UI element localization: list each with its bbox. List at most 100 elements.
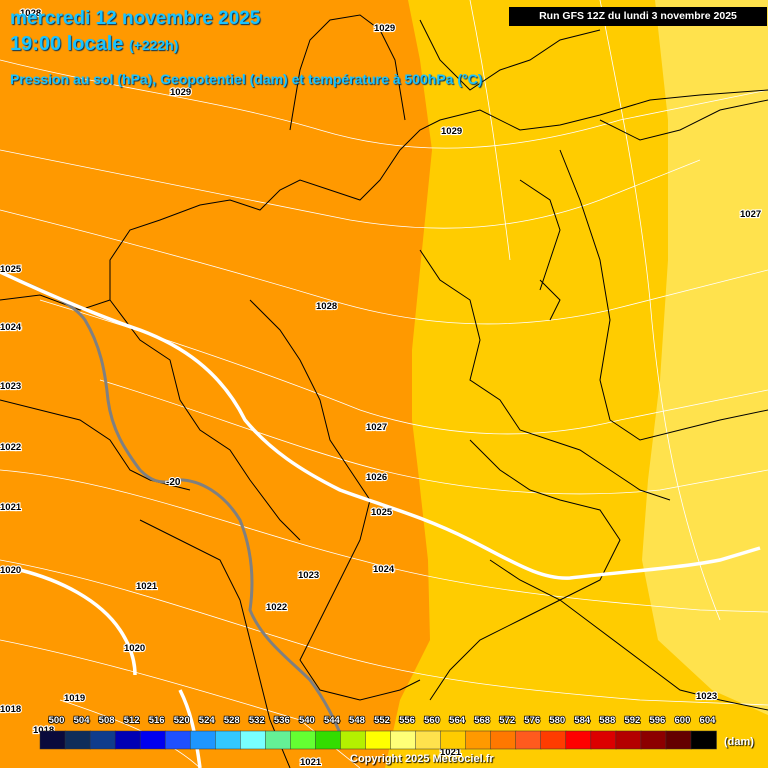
pressure-labels: 1028 1029 1029 1029 1027 1025 1024 1023 1022 1021… bbox=[0, 7, 762, 768]
legend-swatch bbox=[164, 730, 191, 750]
coastline bbox=[289, 14, 406, 131]
border bbox=[489, 559, 768, 711]
legend-swatch bbox=[590, 730, 617, 750]
map-parameters: Pression au sol (hPa), Geopotentiel (dam… bbox=[10, 71, 483, 87]
legend-swatch bbox=[615, 730, 642, 750]
isobar-line bbox=[0, 209, 768, 325]
pressure-label: 1029 bbox=[170, 87, 191, 98]
forecast-time: 19:00 locale (+222h) bbox=[10, 33, 178, 56]
legend-value: 548 bbox=[349, 715, 365, 726]
border bbox=[599, 99, 768, 141]
legend-value: 528 bbox=[224, 715, 240, 726]
legend-value: 544 bbox=[324, 715, 341, 726]
border bbox=[0, 399, 191, 491]
legend-value: 508 bbox=[99, 715, 115, 726]
border bbox=[429, 439, 621, 701]
forecast-lead: (+222h) bbox=[128, 37, 179, 53]
pressure-label: 1020 bbox=[124, 643, 145, 654]
border bbox=[419, 249, 671, 501]
isobar-line bbox=[0, 59, 768, 149]
pressure-label: 1028 bbox=[20, 8, 41, 19]
isotherm-tertiary bbox=[178, 689, 202, 768]
legend-value: 596 bbox=[649, 715, 665, 726]
legend-swatch bbox=[365, 730, 392, 750]
pressure-label: 1021 bbox=[300, 757, 322, 768]
border bbox=[559, 149, 768, 441]
border bbox=[139, 519, 291, 768]
legend-value: 552 bbox=[374, 715, 390, 726]
legend-value: 568 bbox=[474, 715, 490, 726]
legend-value: 524 bbox=[199, 715, 216, 726]
legend-swatch bbox=[114, 730, 141, 750]
lake bbox=[539, 279, 561, 321]
legend-value: 520 bbox=[174, 715, 190, 726]
legend-swatch bbox=[415, 730, 442, 750]
pressure-label: 1020 bbox=[0, 565, 21, 576]
isobar-line bbox=[0, 469, 768, 613]
pressure-label: 1026 bbox=[366, 472, 387, 483]
legend-swatch bbox=[39, 730, 66, 750]
legend-value: 512 bbox=[124, 715, 140, 726]
pressure-label: 1019 bbox=[64, 693, 85, 704]
pressure-label: 1028 bbox=[316, 301, 337, 312]
legend-value: 504 bbox=[74, 715, 91, 726]
coastline bbox=[0, 89, 768, 311]
legend-value: 532 bbox=[249, 715, 265, 726]
pressure-label: 1024 bbox=[0, 322, 22, 333]
border bbox=[519, 179, 561, 291]
forecast-hour: 19:00 locale bbox=[10, 33, 124, 55]
border bbox=[109, 299, 301, 541]
legend-value: 584 bbox=[574, 715, 591, 726]
isotherm-minus20 bbox=[0, 270, 347, 746]
legend-swatch bbox=[540, 730, 567, 750]
legend-swatch bbox=[89, 730, 116, 750]
isobar-line bbox=[0, 639, 361, 768]
legend-value: 580 bbox=[549, 715, 565, 726]
border bbox=[249, 299, 421, 701]
legend-swatch bbox=[189, 730, 217, 750]
legend-swatch bbox=[240, 730, 267, 750]
pressure-label: 1027 bbox=[740, 209, 761, 220]
isobar-line bbox=[599, 0, 721, 621]
legend-swatch bbox=[290, 730, 317, 750]
isotherm-secondary bbox=[19, 568, 137, 676]
legend-swatch bbox=[640, 730, 667, 750]
isobar-line bbox=[469, 0, 511, 261]
legend-value: 604 bbox=[700, 715, 717, 726]
isotherm-label: -20 bbox=[166, 477, 181, 488]
legend-swatch bbox=[265, 730, 292, 750]
legend-value: 588 bbox=[599, 715, 615, 726]
legend-unit: (dam) bbox=[724, 736, 754, 748]
pressure-label: 1023 bbox=[0, 381, 21, 392]
isobar-line bbox=[99, 379, 768, 495]
geopotential-legend: 500 504 508 512 516 520 524 528 532 536 540 544 548 5… bbox=[39, 714, 717, 750]
legend-value: 516 bbox=[149, 715, 165, 726]
legend-value: 576 bbox=[524, 715, 540, 726]
isotherm-main bbox=[0, 270, 761, 580]
pressure-label: 1023 bbox=[696, 691, 717, 702]
legend-swatch bbox=[515, 730, 542, 750]
pressure-label: 1021 bbox=[0, 502, 22, 513]
pressure-label: 1027 bbox=[366, 422, 387, 433]
pressure-label: 1023 bbox=[298, 570, 319, 581]
copyright: Copyright 2025 Meteociel.fr bbox=[350, 753, 494, 765]
legend-value: 600 bbox=[675, 715, 691, 726]
pressure-label: 1022 bbox=[0, 442, 21, 453]
legend-swatch bbox=[690, 730, 717, 750]
forecast-date: mercredi 12 novembre 2025 bbox=[10, 8, 261, 29]
legend-swatch bbox=[665, 730, 692, 750]
pressure-label: 1025 bbox=[0, 264, 22, 275]
pressure-label: 1024 bbox=[373, 564, 395, 575]
coastline bbox=[419, 19, 601, 91]
legend-value: 572 bbox=[499, 715, 515, 726]
pressure-label: 1022 bbox=[266, 602, 287, 613]
legend-swatch bbox=[315, 730, 342, 750]
legend-swatch bbox=[390, 730, 417, 750]
legend-swatch bbox=[490, 730, 517, 750]
legend-swatch bbox=[465, 730, 492, 750]
legend-value: 536 bbox=[274, 715, 290, 726]
pressure-label: 1029 bbox=[441, 126, 462, 137]
